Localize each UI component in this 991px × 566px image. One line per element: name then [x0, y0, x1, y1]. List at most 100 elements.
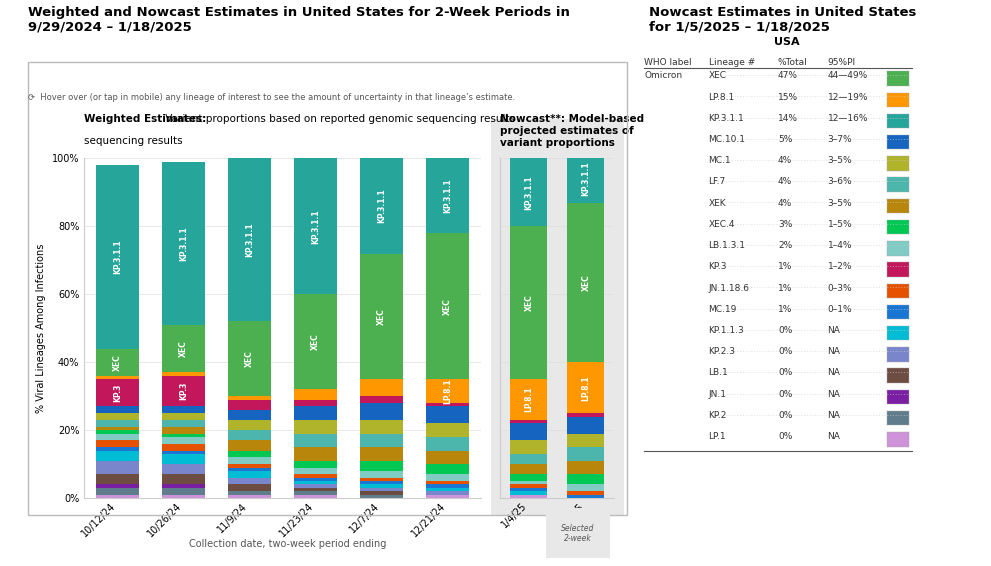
Text: 5%: 5% [778, 135, 793, 144]
Bar [162, 488, 205, 495]
Bar [228, 478, 271, 484]
Bar [294, 468, 337, 474]
Bar [568, 461, 605, 474]
Bar [228, 321, 271, 396]
Text: XEK: XEK [709, 199, 726, 208]
Text: 0–3%: 0–3% [827, 284, 852, 293]
Text: XEC: XEC [178, 340, 188, 357]
Bar [510, 379, 547, 420]
Bar [510, 491, 547, 495]
Bar [228, 158, 271, 321]
Bar [228, 491, 271, 495]
Bar [510, 454, 547, 464]
Text: Selected
2-week: Selected 2-week [561, 524, 595, 543]
Bar [360, 478, 403, 481]
Text: KP.3.1.1: KP.3.1.1 [311, 209, 320, 244]
Text: 1–5%: 1–5% [827, 220, 852, 229]
Bar [294, 400, 337, 406]
Text: 95%PI: 95%PI [827, 58, 855, 67]
Text: KP.2.3: KP.2.3 [709, 347, 735, 356]
Text: XEC: XEC [245, 350, 254, 367]
Text: JN.1.18.6: JN.1.18.6 [709, 284, 749, 293]
Bar [294, 484, 337, 488]
Bar [568, 413, 605, 417]
Bar [96, 349, 139, 376]
Text: Nowcast Estimates in United States
for 1/5/2025 – 1/18/2025: Nowcast Estimates in United States for 1… [649, 6, 917, 33]
Bar [510, 484, 547, 488]
Bar [162, 451, 205, 454]
Text: 3–5%: 3–5% [827, 156, 852, 165]
Bar [426, 491, 469, 495]
Text: KP.3.1.1: KP.3.1.1 [443, 178, 452, 213]
Bar [426, 474, 469, 481]
Bar [360, 471, 403, 478]
Bar [96, 440, 139, 447]
Bar [360, 484, 403, 488]
Text: KP.1.1.3: KP.1.1.3 [709, 326, 744, 335]
Bar [96, 484, 139, 488]
Text: NA: NA [827, 411, 840, 420]
Text: 3–7%: 3–7% [827, 135, 852, 144]
Bar [96, 406, 139, 413]
Text: XEC: XEC [377, 308, 386, 325]
Text: %Total: %Total [778, 58, 808, 67]
Text: KP.3: KP.3 [178, 382, 188, 400]
Bar [96, 447, 139, 451]
Text: 1%: 1% [778, 284, 793, 293]
Bar [162, 444, 205, 451]
Text: Omicron: Omicron [644, 71, 682, 80]
Text: Weighted Estimates:: Weighted Estimates: [84, 114, 206, 125]
Text: XEC: XEC [113, 354, 122, 371]
Text: NA: NA [827, 347, 840, 356]
Text: 15%: 15% [778, 92, 798, 101]
Text: 0%: 0% [778, 389, 793, 398]
Text: LP.8.1: LP.8.1 [443, 378, 452, 404]
Text: 4%: 4% [778, 178, 792, 186]
Bar [510, 440, 547, 454]
Bar [510, 158, 547, 226]
Text: 1%: 1% [778, 305, 793, 314]
Text: LB.1.3.1: LB.1.3.1 [709, 241, 745, 250]
Bar [162, 413, 205, 420]
Bar [510, 464, 547, 474]
Text: 0%: 0% [778, 347, 793, 356]
Text: sequencing results: sequencing results [84, 136, 183, 147]
Bar [228, 495, 271, 498]
Text: KP.3.1.1: KP.3.1.1 [709, 114, 744, 123]
Text: Variant proportions based on reported genomic sequencing results: Variant proportions based on reported ge… [162, 114, 514, 125]
Text: 14%: 14% [778, 114, 798, 123]
Bar [96, 165, 139, 349]
Text: Lineage #: Lineage # [709, 58, 755, 67]
Bar [360, 396, 403, 403]
Bar [162, 454, 205, 464]
Bar [360, 488, 403, 491]
Bar [228, 440, 271, 451]
Text: KP.3: KP.3 [709, 263, 727, 271]
Bar [294, 389, 337, 400]
Bar [294, 406, 337, 420]
Bar [294, 478, 337, 481]
Bar [568, 474, 605, 484]
Bar [360, 481, 403, 484]
Text: NA: NA [827, 389, 840, 398]
Bar [228, 464, 271, 468]
Text: 0–1%: 0–1% [827, 305, 852, 314]
Text: 4%: 4% [778, 199, 792, 208]
Text: 0%: 0% [778, 411, 793, 420]
Bar [228, 430, 271, 440]
Bar [568, 417, 605, 434]
Bar [228, 410, 271, 420]
Bar [426, 423, 469, 437]
Bar [162, 484, 205, 488]
Bar [294, 488, 337, 491]
Text: 4%: 4% [778, 156, 792, 165]
Text: XEC: XEC [311, 333, 320, 350]
Bar [162, 434, 205, 437]
Text: XEC: XEC [709, 71, 726, 80]
Text: LP.8.1: LP.8.1 [524, 387, 533, 413]
Bar [96, 451, 139, 461]
Bar [96, 430, 139, 434]
Bar [426, 488, 469, 491]
Text: LB.1: LB.1 [709, 368, 728, 378]
Text: 0%: 0% [778, 368, 793, 378]
